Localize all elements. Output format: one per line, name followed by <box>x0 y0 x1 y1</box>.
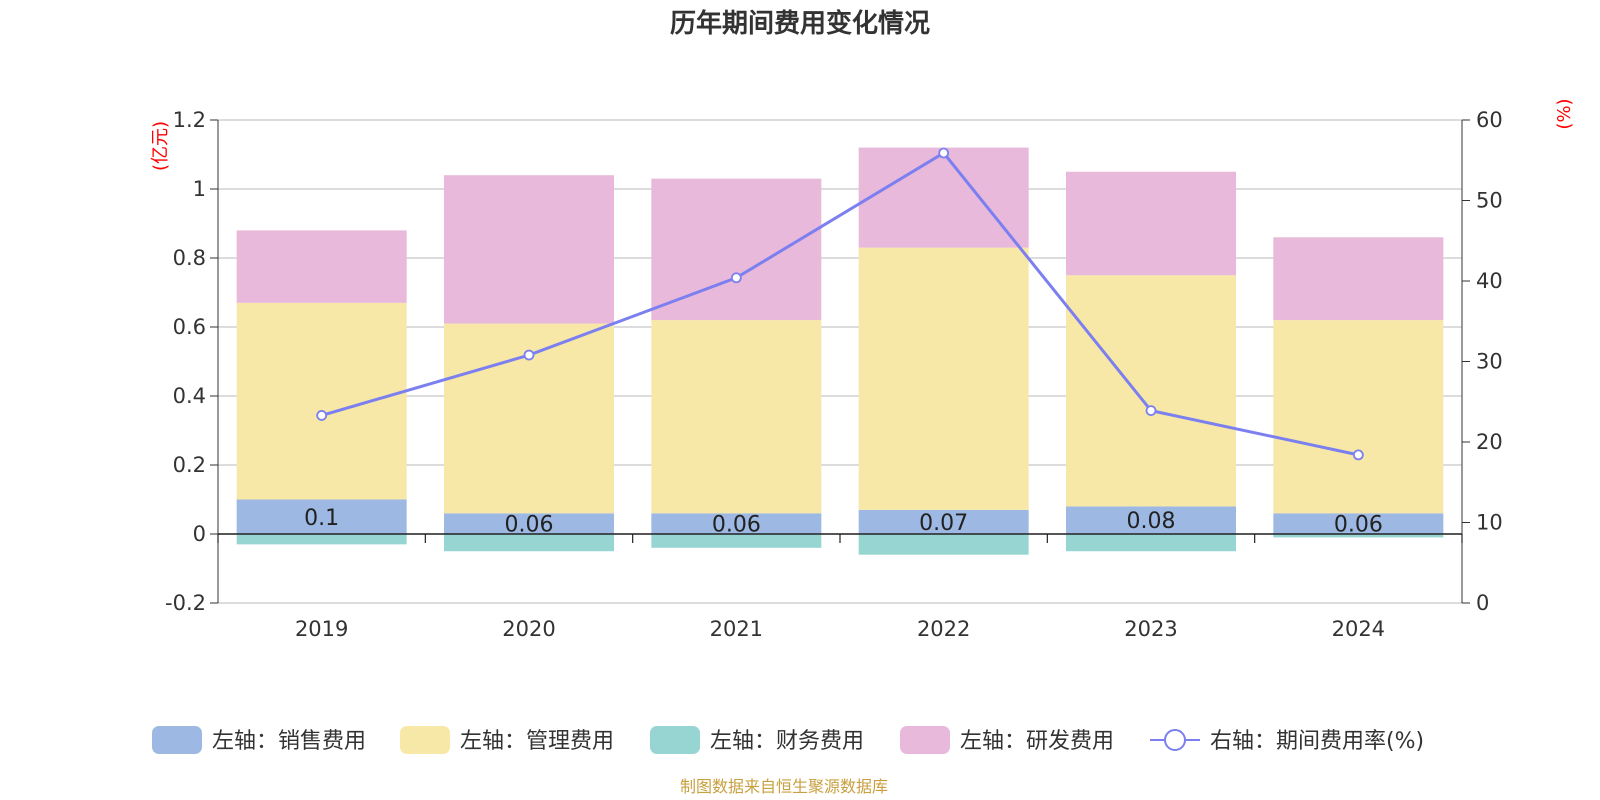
bar <box>444 175 614 324</box>
legend-label: 右轴：期间费用率(%) <box>1210 729 1424 754</box>
left-tick-label: 0.8 <box>173 246 206 270</box>
rate-line <box>316 147 1364 461</box>
chart-title: 历年期间费用变化情况 <box>670 8 930 39</box>
bar <box>444 513 614 534</box>
legend-swatch <box>900 726 950 754</box>
bar <box>1273 320 1444 514</box>
right-tick-label: 60 <box>1476 108 1503 132</box>
right-axis: 0 10 20 30 40 50 60 <box>1461 108 1503 615</box>
legend-label: 左轴：财务费用 <box>710 729 864 754</box>
x-axis <box>217 533 1463 543</box>
left-tick-label: -0.2 <box>165 591 206 615</box>
source-note: 制图数据来自恒生聚源数据库 <box>680 777 888 796</box>
bar <box>236 230 407 303</box>
x-tick-label: 2019 <box>295 617 348 641</box>
data-label: 0.08 <box>1127 509 1176 534</box>
bar <box>444 534 614 552</box>
legend-swatch <box>152 726 202 754</box>
bar <box>858 534 1029 555</box>
left-tick-label: 0.6 <box>173 315 206 339</box>
bar <box>1066 171 1236 276</box>
x-tick-label: 2020 <box>502 617 555 641</box>
data-label: 0.06 <box>505 513 554 538</box>
x-tick-label: 2021 <box>710 617 763 641</box>
bar <box>1066 534 1236 552</box>
bar <box>1273 534 1444 538</box>
rate-line-path <box>321 151 1359 457</box>
right-axis-unit: (%) <box>1554 98 1575 129</box>
bar <box>651 320 822 514</box>
legend-marker <box>1164 729 1186 751</box>
left-tick-label: 0.4 <box>173 384 206 408</box>
data-label: 0.1 <box>304 506 339 531</box>
bar <box>651 534 822 548</box>
bar <box>858 147 1029 248</box>
left-tick-label: 0 <box>193 522 206 546</box>
data-label: 0.07 <box>919 511 968 536</box>
x-tick-label: 2022 <box>917 617 970 641</box>
left-tick-label: 1.2 <box>173 108 206 132</box>
rate-point <box>1352 449 1364 461</box>
bar <box>858 247 1029 510</box>
bar <box>236 302 407 500</box>
bar <box>236 534 407 545</box>
right-tick-label: 10 <box>1476 511 1503 535</box>
legend: 左轴：销售费用 左轴：管理费用 左轴：财务费用 左轴：研发费用 右轴：期间费用率(%) <box>152 726 1424 754</box>
left-tick-label: 1 <box>193 177 206 201</box>
left-tick-label: 0.2 <box>173 453 206 477</box>
rate-point <box>1145 405 1157 417</box>
legend-swatch <box>650 726 700 754</box>
bar <box>1273 237 1444 321</box>
rate-point <box>523 349 535 361</box>
data-label: 0.06 <box>1334 513 1383 538</box>
right-tick-label: 30 <box>1476 350 1503 374</box>
rate-point <box>316 410 328 421</box>
right-tick-label: 50 <box>1476 189 1503 213</box>
bar <box>1066 506 1236 534</box>
legend-label: 左轴：研发费用 <box>960 729 1114 754</box>
data-labels: 0.1 0.06 0.06 0.07 0.08 0.06 <box>304 506 1383 538</box>
bar <box>1273 513 1444 534</box>
left-axis: -0.2 0 0.2 0.4 0.6 0.8 1 1.2 <box>165 108 219 615</box>
left-axis-unit: (亿元) <box>150 121 171 171</box>
bar <box>1066 275 1236 507</box>
legend-label: 左轴：销售费用 <box>212 729 366 754</box>
right-tick-label: 0 <box>1476 591 1489 615</box>
data-label: 0.06 <box>712 513 761 538</box>
legend-swatch <box>400 726 450 754</box>
x-tick-label: 2023 <box>1124 617 1177 641</box>
right-tick-label: 40 <box>1476 269 1503 293</box>
x-axis-labels: 2019 2020 2021 2022 2023 2024 <box>295 617 1385 641</box>
bar <box>858 509 1029 534</box>
bar <box>651 513 822 534</box>
rate-point <box>730 272 742 284</box>
x-tick-label: 2024 <box>1332 617 1385 641</box>
rate-point <box>938 147 950 159</box>
bars <box>236 147 1444 555</box>
bar <box>236 499 407 534</box>
legend-label: 左轴：管理费用 <box>460 729 614 754</box>
right-tick-label: 20 <box>1476 430 1503 454</box>
bar <box>651 178 822 321</box>
